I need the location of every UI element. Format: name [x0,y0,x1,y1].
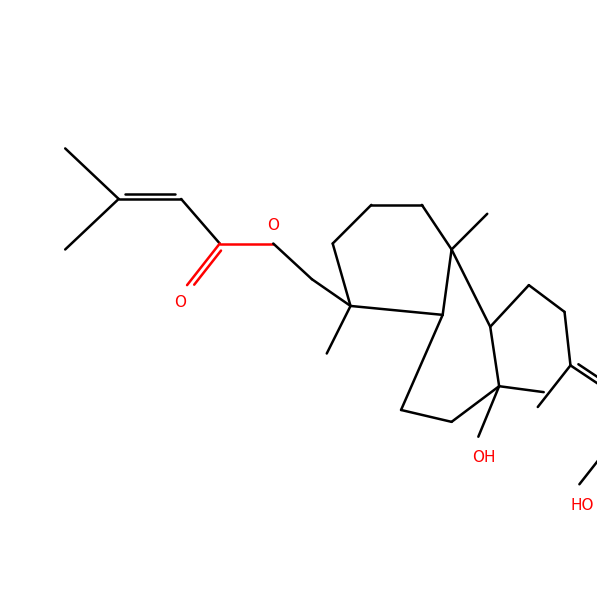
Text: HO: HO [571,497,594,512]
Text: O: O [267,218,279,233]
Text: O: O [174,295,186,310]
Text: OH: OH [473,450,496,465]
